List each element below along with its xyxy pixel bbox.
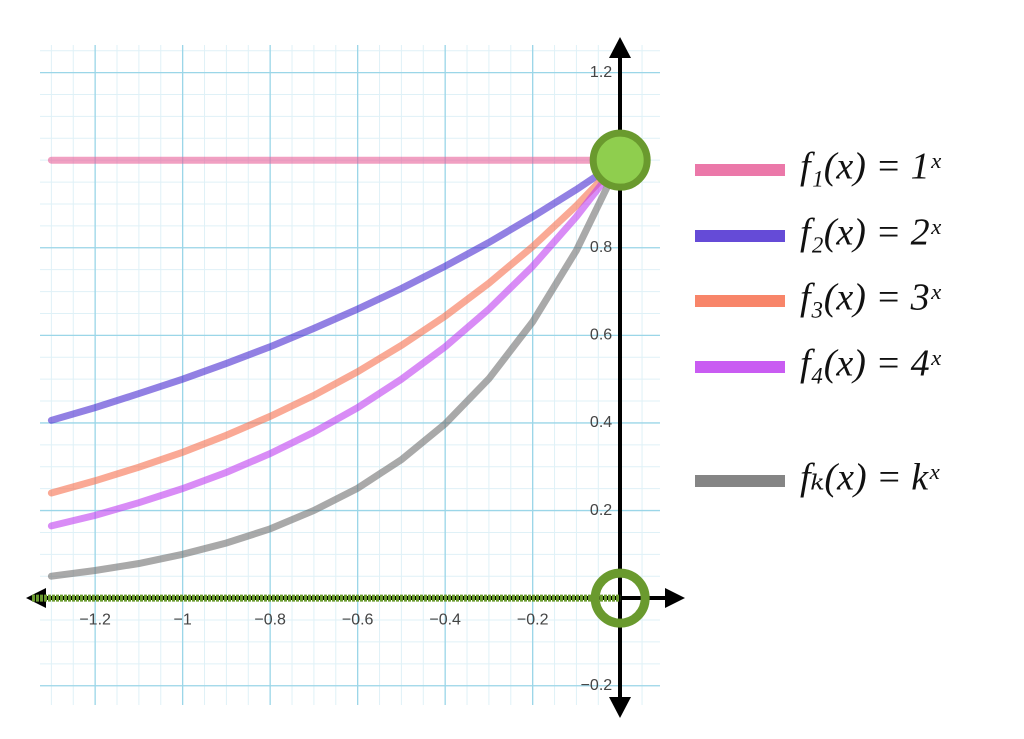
y-tick-label: 1.2 — [590, 64, 612, 81]
x-tick-label: −0.4 — [429, 611, 461, 628]
legend-label: f₂(x) = 2ˣ — [800, 212, 942, 254]
curves — [47, 156, 624, 580]
y-tick-label: 0.8 — [590, 239, 612, 256]
y-arrow-bottom — [609, 697, 631, 718]
x-arrow — [665, 588, 685, 608]
y-tick-label: 0.2 — [590, 502, 612, 519]
legend: f₁(x) = 1ˣ f₂(x) = 2ˣ f₃(x) = 3ˣ f₄(x) = 4ˣ… — [695, 146, 942, 499]
y-tick-label: 0.6 — [590, 327, 612, 344]
x-tick-label: −1 — [174, 611, 192, 628]
x-tick-label: −0.6 — [342, 611, 374, 628]
curve — [47, 156, 624, 497]
curve — [47, 156, 624, 424]
x-tick-label: −0.8 — [254, 611, 286, 628]
legend-label: f₄(x) = 4ˣ — [800, 343, 942, 385]
filled-point — [589, 129, 651, 191]
curve — [47, 156, 624, 580]
curve — [47, 156, 624, 530]
legend-label: fₖ(x) = kˣ — [800, 457, 940, 499]
legend-label: f₃(x) = 3ˣ — [800, 277, 942, 319]
y-tick-label: −0.2 — [581, 677, 613, 694]
open-point — [590, 568, 650, 628]
annotations: −1.2 −1 −0.8 −0.6 −0.4 −0.2 −0.2 0.2 0.4 0.6 0.8 1.… — [32, 64, 651, 694]
x-tick-label: −1.2 — [79, 611, 111, 628]
y-tick-label: 0.4 — [590, 414, 612, 431]
legend-label: f₁(x) = 1ˣ — [800, 146, 942, 188]
x-tick-label: −0.2 — [517, 611, 549, 628]
y-arrow — [609, 37, 631, 58]
